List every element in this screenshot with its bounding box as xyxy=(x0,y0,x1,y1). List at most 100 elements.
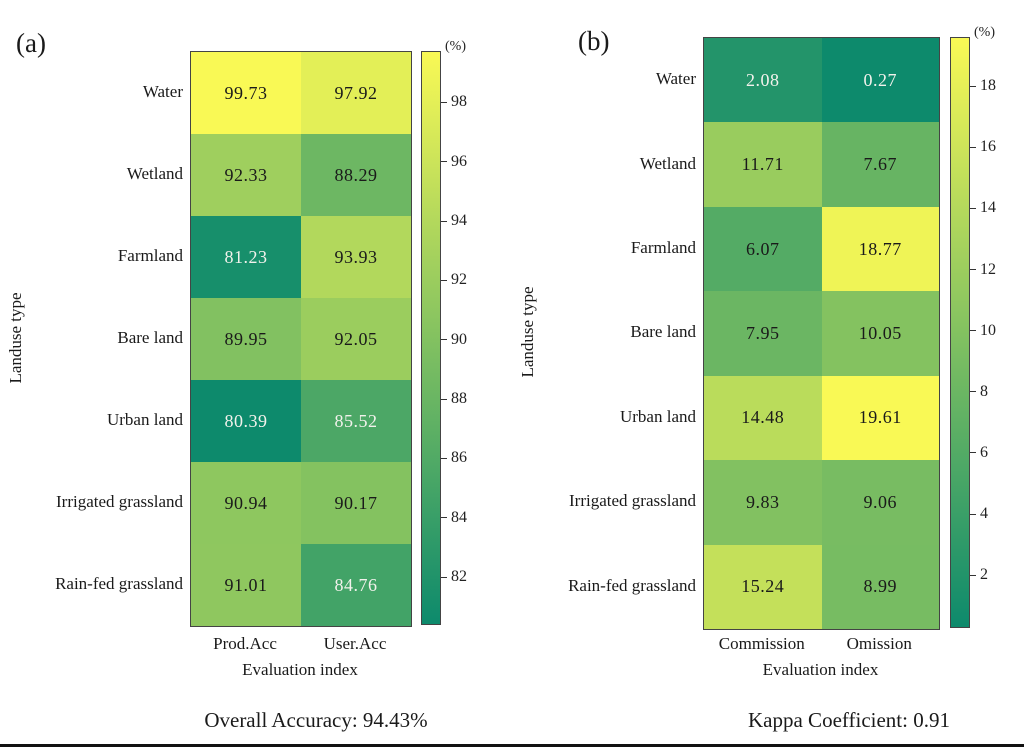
heatmap-cell: 81.23 xyxy=(191,216,301,298)
panel-a-colorbar-gradient xyxy=(421,51,441,625)
panel-a-heatmap-grid: 99.73 97.92 92.33 88.29 81.23 93.93 89.95 92.05… xyxy=(190,51,412,627)
colorbar-tick-mark xyxy=(441,576,447,578)
panel-b-colorbar-unit: (%) xyxy=(974,25,995,40)
colorbar-tick-mark xyxy=(970,207,976,209)
colorbar-tick-mark xyxy=(970,269,976,271)
heatmap-cell: 0.27 xyxy=(821,38,939,123)
colorbar-tick-mark xyxy=(441,161,447,163)
row-label: Bare land xyxy=(117,328,183,347)
colorbar-tick-label: 18 xyxy=(980,77,996,95)
colorbar-tick-label: 96 xyxy=(451,152,467,170)
heatmap-cell: 90.17 xyxy=(301,462,411,544)
row-label: Wetland xyxy=(126,164,183,183)
column-label: Omission xyxy=(846,634,912,653)
heatmap-cell: 9.83 xyxy=(704,460,822,545)
heatmap-cell: 97.92 xyxy=(301,52,411,134)
heatmap-cell: 7.67 xyxy=(821,122,939,207)
colorbar-tick-mark xyxy=(441,101,447,103)
colorbar-tick-label: 82 xyxy=(451,568,467,586)
panel-b-heatmap-grid: 2.08 0.27 11.71 7.67 6.07 18.77 7.95 10.05 14.48… xyxy=(703,37,940,630)
column-label: User.Acc xyxy=(323,634,387,653)
panel-a-tag: (a) xyxy=(16,28,46,58)
row-label: Irrigated grassland xyxy=(569,491,696,511)
row-label: Irrigated grassland xyxy=(56,492,183,511)
heatmap-cell: 9.06 xyxy=(821,460,939,545)
colorbar-tick-mark xyxy=(441,457,447,459)
colorbar-tick-mark xyxy=(970,85,976,87)
colorbar-tick-label: 90 xyxy=(451,330,467,348)
heatmap-cell: 10.05 xyxy=(821,291,939,376)
heatmap-cell: 88.29 xyxy=(301,134,411,216)
panel-b-colorbar: 18 16 14 12 10 8 6 4 2 (%) xyxy=(950,25,996,628)
row-label: Rain-fed grassland xyxy=(55,574,183,593)
heatmap-cell: 19.61 xyxy=(821,375,939,461)
heatmap-cell: 15.24 xyxy=(704,544,822,629)
row-label: Farmland xyxy=(630,238,696,258)
heatmap-cell: 91.01 xyxy=(191,544,301,626)
panel-a-column-labels: Prod.Acc User.Acc xyxy=(190,634,410,654)
row-label: Rain-fed grassland xyxy=(568,575,696,595)
colorbar-tick-label: 2 xyxy=(980,566,988,584)
colorbar-tick-mark xyxy=(970,146,976,148)
colorbar-tick-label: 88 xyxy=(451,390,467,408)
colorbar-tick-mark xyxy=(970,574,976,576)
row-label: Farmland xyxy=(117,246,183,265)
heatmap-cell: 92.05 xyxy=(301,298,411,380)
heatmap-cell: 14.48 xyxy=(704,375,822,461)
colorbar-tick-mark xyxy=(441,398,447,400)
colorbar-tick-label: 12 xyxy=(980,260,996,278)
heatmap-cell: 7.95 xyxy=(704,291,822,376)
heatmap-cell: 93.93 xyxy=(301,216,411,298)
heatmap-cell: 6.07 xyxy=(704,206,822,292)
heatmap-cell: 92.33 xyxy=(191,134,301,216)
colorbar-tick-label: 4 xyxy=(980,505,988,522)
panel-a-colorbar-unit: (%) xyxy=(445,39,466,54)
colorbar-tick-mark xyxy=(970,330,976,332)
row-label: Bare land xyxy=(630,322,696,342)
panel-a-caption: Overall Accuracy: 94.43% xyxy=(204,708,428,732)
heatmap-cell: 8.99 xyxy=(821,544,939,629)
colorbar-tick-label: 6 xyxy=(980,443,988,461)
panel-a-colorbar-ticks: 98 96 94 92 90 88 86 84 82 xyxy=(421,51,467,625)
colorbar-tick-label: 8 xyxy=(980,382,988,400)
panel-b-colorbar-gradient xyxy=(950,37,970,628)
heatmap-cell: 84.76 xyxy=(301,544,411,626)
panel-b-colorbar-ticks: 18 16 14 12 10 8 6 4 2 xyxy=(950,37,996,628)
colorbar-tick-mark xyxy=(441,517,447,519)
colorbar-tick-label: 86 xyxy=(451,449,467,467)
colorbar-tick-mark xyxy=(970,513,976,515)
panel-b: (b) Landuse type Water Wetland Farmland Bar… xyxy=(512,0,1024,756)
colorbar-tick-label: 84 xyxy=(451,508,467,526)
panel-b-row-labels: Water Wetland Farmland Bare land Urban land I… xyxy=(512,37,696,628)
heatmap-cell: 18.77 xyxy=(821,206,939,292)
colorbar-tick-mark xyxy=(441,279,447,281)
heatmap-cell: 80.39 xyxy=(191,380,301,462)
panel-a: (a) Landuse type Water Wetland Farmland Bar… xyxy=(6,28,467,732)
row-label: Wetland xyxy=(639,153,696,173)
row-label: Urban land xyxy=(619,406,696,426)
row-label: Water xyxy=(655,69,696,89)
row-label: Urban land xyxy=(106,410,183,429)
colorbar-tick-label: 98 xyxy=(451,93,467,111)
colorbar-tick-label: 94 xyxy=(451,212,467,230)
bottom-rule xyxy=(0,744,1024,747)
heatmap-cell: 2.08 xyxy=(704,38,822,123)
heatmap-cell: 11.71 xyxy=(704,122,822,207)
panel-b-x-axis-title: Evaluation index xyxy=(762,660,879,679)
panel-b-column-labels: Commission Omission xyxy=(703,634,938,654)
panel-a-x-axis-title: Evaluation index xyxy=(242,660,358,679)
colorbar-tick-label: 16 xyxy=(980,138,996,156)
heatmap-cell: 90.94 xyxy=(191,462,301,544)
heatmap-cell: 89.95 xyxy=(191,298,301,380)
colorbar-tick-label: 92 xyxy=(451,271,467,289)
colorbar-tick-label: 10 xyxy=(980,321,996,339)
colorbar-tick-mark xyxy=(441,220,447,222)
colorbar-tick-mark xyxy=(970,391,976,393)
row-label: Water xyxy=(142,82,183,101)
heatmap-cell: 99.73 xyxy=(191,52,301,134)
panel-b-caption: Kappa Coefficient: 0.91 xyxy=(748,708,950,732)
colorbar-tick-mark xyxy=(441,339,447,341)
panel-a-colorbar: 98 96 94 92 90 88 86 84 82 (%) xyxy=(421,39,467,625)
column-label: Commission xyxy=(718,634,805,653)
